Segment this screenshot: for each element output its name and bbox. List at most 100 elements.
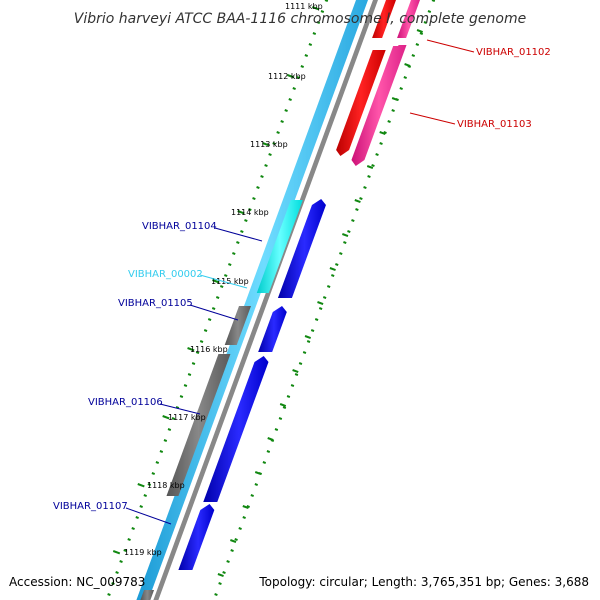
outer-minor-tick — [415, 43, 420, 46]
outer-major-tick — [254, 471, 262, 475]
scale-minor-tick — [119, 560, 123, 563]
scale-minor-tick — [240, 230, 244, 233]
kbp-label: 1119 kbp — [124, 548, 162, 557]
scale-minor-tick — [207, 318, 212, 321]
gene-label-vibhar-01102[interactable]: VIBHAR_01102 — [476, 47, 551, 58]
scale-minor-tick — [127, 538, 131, 541]
outer-minor-tick — [318, 307, 323, 310]
outer-minor-tick — [359, 197, 363, 200]
map-rings — [136, 0, 420, 600]
gene-stub[interactable] — [140, 590, 155, 600]
gene-vibhar-01105[interactable] — [224, 306, 252, 345]
outer-major-tick — [416, 29, 424, 33]
scale-minor-tick — [123, 549, 127, 552]
outer-minor-tick — [230, 549, 234, 552]
outer-major-tick — [267, 437, 274, 441]
scale-minor-tick — [280, 120, 284, 123]
gene-vibhar-01106[interactable] — [166, 354, 231, 496]
scale-minor-tick — [107, 593, 111, 596]
outer-minor-tick — [363, 186, 367, 189]
outer-minor-tick — [294, 373, 299, 376]
scale-major-tick — [137, 483, 145, 488]
outer-minor-tick — [419, 32, 424, 35]
cds-reverse-segment[interactable] — [258, 306, 287, 352]
outer-minor-tick — [306, 340, 311, 343]
scale-minor-tick — [300, 65, 305, 68]
outer-minor-tick — [339, 252, 343, 255]
gene-label-vibhar-01106[interactable]: VIBHAR_01106 — [88, 397, 163, 408]
gene-vibhar-01104[interactable] — [256, 200, 303, 293]
outer-minor-tick — [246, 505, 250, 508]
outer-major-tick — [329, 267, 336, 271]
outer-minor-tick — [298, 362, 303, 365]
outer-minor-tick — [391, 109, 395, 112]
scale-minor-tick — [236, 241, 240, 244]
scale-major-tick — [287, 74, 295, 79]
gene-label-vibhar-01103[interactable]: VIBHAR_01103 — [457, 119, 532, 130]
scale-minor-tick — [312, 32, 317, 35]
outer-minor-tick — [282, 406, 287, 409]
gene-label-vibhar-01104[interactable]: VIBHAR_01104 — [142, 221, 217, 232]
outer-major-tick — [292, 369, 299, 373]
scale-minor-tick — [167, 428, 172, 431]
scale-minor-tick — [155, 461, 160, 464]
cds-reverse-segment[interactable] — [178, 504, 215, 570]
scale-minor-tick — [264, 164, 268, 167]
outer-minor-tick — [326, 285, 331, 288]
gene-vibhar-01102[interactable] — [336, 50, 386, 156]
kbp-label: 1111 kbp — [285, 2, 323, 11]
scale-minor-tick — [191, 362, 196, 365]
kbp-label: 1115 kbp — [211, 277, 249, 286]
outer-minor-tick — [242, 516, 246, 519]
gene-callout-line — [409, 112, 456, 125]
kbp-label: 1112 kbp — [268, 72, 306, 81]
cds-reverse-segment[interactable] — [203, 356, 269, 502]
scale-minor-tick — [151, 472, 156, 475]
scale-minor-tick — [143, 494, 147, 497]
tick-layer — [107, 0, 436, 596]
gene-callout-line — [214, 227, 263, 242]
outer-minor-tick — [286, 395, 291, 398]
outer-major-tick — [230, 539, 237, 543]
outer-major-tick — [342, 233, 349, 237]
outer-minor-tick — [314, 318, 319, 321]
genome-stats: Topology: circular; Length: 3,765,351 bp… — [258, 575, 589, 589]
scale-major-tick — [187, 347, 195, 352]
scale-minor-tick — [179, 395, 184, 398]
scale-minor-tick — [224, 274, 228, 277]
scale-minor-tick — [215, 296, 220, 299]
scale-minor-tick — [248, 208, 252, 211]
outer-minor-tick — [347, 230, 351, 233]
outer-minor-tick — [254, 483, 259, 486]
scale-minor-tick — [316, 21, 321, 24]
gene-label-vibhar-01105[interactable]: VIBHAR_01105 — [118, 298, 193, 309]
outer-major-tick — [242, 505, 249, 509]
outer-minor-tick — [403, 76, 407, 79]
accession-text: Accession: NC_009783 — [9, 575, 145, 589]
outer-minor-tick — [310, 329, 315, 332]
scale-minor-tick — [203, 329, 208, 332]
gene-vibhar-01102-block[interactable] — [371, 0, 396, 40]
gene-callout-line — [125, 507, 172, 525]
outer-major-tick — [354, 199, 361, 203]
outer-minor-tick — [262, 461, 267, 464]
scale-minor-tick — [219, 285, 224, 288]
gene-label-vibhar-01107[interactable]: VIBHAR_01107 — [53, 501, 128, 512]
outer-minor-tick — [218, 582, 222, 585]
kbp-label: 1117 kbp — [168, 413, 206, 422]
scale-major-tick — [212, 279, 220, 284]
map-title: Vibrio harveyi ATCC BAA-1116 chromosome … — [74, 11, 526, 27]
outer-minor-tick — [427, 10, 432, 13]
gene-vibhar-01103-block[interactable] — [397, 0, 420, 38]
cds-reverse-segment[interactable] — [277, 199, 326, 298]
ring-gap[interactable] — [363, 38, 402, 46]
scale-minor-tick — [260, 175, 264, 178]
scale-major-tick — [162, 415, 170, 420]
gene-label-vibhar-00002[interactable]: VIBHAR_00002 — [128, 269, 203, 280]
outer-minor-tick — [238, 527, 242, 530]
kbp-label: 1114 kbp — [231, 208, 269, 217]
gene-vibhar-01103[interactable] — [351, 45, 407, 166]
outer-minor-tick — [431, 0, 436, 2]
outer-minor-tick — [266, 450, 271, 453]
